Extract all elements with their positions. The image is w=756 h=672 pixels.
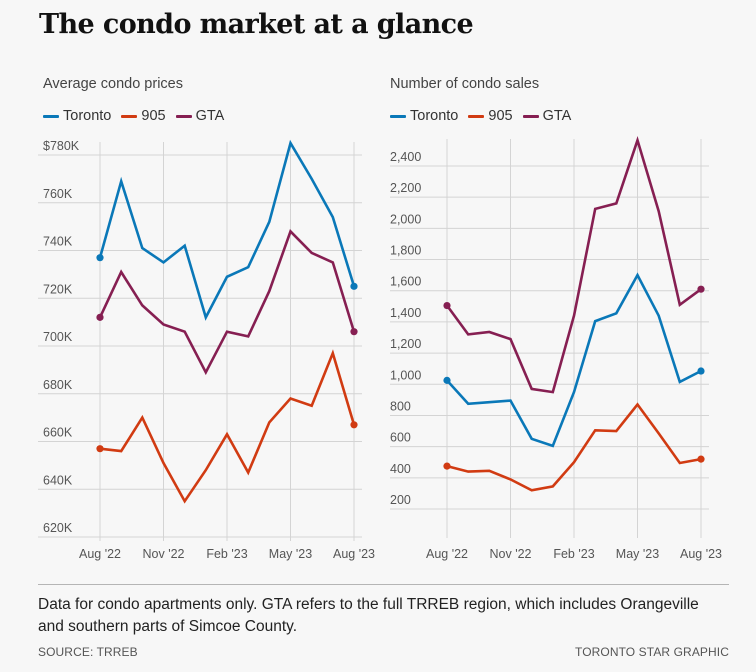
prices-series-905-line — [98, 349, 356, 504]
sales-series-905-endpoint — [697, 455, 705, 463]
prices-y-tick-label: $780K — [43, 139, 80, 153]
sales-x-tick-label: Feb '23 — [553, 547, 594, 561]
sales-series-gta-line — [445, 136, 703, 394]
sales-series-905-line — [445, 402, 703, 492]
page-title: The condo market at a glance — [39, 9, 474, 40]
sales-y-tick-label: 400 — [390, 462, 411, 476]
sales-series-gta-endpoint — [443, 301, 451, 310]
prices-legend: Toronto 905 GTA — [43, 108, 224, 124]
sales-y-tick-label: 1,600 — [390, 275, 421, 289]
prices-x-tick-label: Nov '22 — [143, 547, 185, 561]
sales-y-tick-label: 2,400 — [390, 150, 421, 164]
legend-label: GTA — [195, 108, 225, 124]
sales-y-tick-label: 600 — [390, 431, 411, 445]
prices-y-tick-label: 760K — [43, 187, 73, 201]
prices-y-tick-label: 640K — [43, 473, 73, 487]
legend-item-gta: GTA — [175, 108, 225, 124]
prices-series-toronto-line — [98, 139, 356, 321]
sales-x-tick-label: May '23 — [616, 547, 659, 561]
sales-series-toronto-line — [445, 272, 703, 448]
legend-label: Toronto — [410, 108, 459, 124]
prices-series-gta-endpoint — [96, 313, 104, 321]
prices-x-tick-label: Aug '22 — [79, 547, 121, 561]
sales-y-tick-label: 1,400 — [390, 306, 421, 320]
legend-item-toronto: Toronto — [43, 108, 111, 124]
prices-y-tick-label: 680K — [43, 378, 73, 392]
gta-swatch — [175, 114, 192, 118]
sales-chart-title: Number of condo sales — [390, 76, 540, 92]
gta-swatch — [522, 114, 539, 118]
source-label: SOURCE: TRREB — [38, 645, 138, 659]
legend-label: Toronto — [63, 108, 112, 124]
toronto-swatch — [390, 114, 406, 118]
sales-series-toronto-endpoint — [697, 367, 705, 375]
prices-series-905-endpoint — [96, 445, 104, 453]
legend-label: 905 — [488, 108, 513, 124]
prices-series-905-endpoint — [350, 421, 358, 429]
sales-series-905-endpoint — [443, 462, 451, 470]
905-swatch — [468, 114, 485, 118]
prices-x-tick-label: Feb '23 — [206, 547, 247, 561]
prices-series-toronto-endpoint — [96, 254, 104, 262]
prices-series-toronto-endpoint — [350, 282, 358, 290]
prices-y-tick-label: 660K — [43, 426, 73, 440]
sales-series-toronto-endpoint — [443, 376, 451, 384]
prices-y-tick-label: 700K — [43, 330, 73, 344]
prices-y-tick-label: 720K — [43, 282, 73, 296]
legend-item-toronto: Toronto — [390, 108, 458, 124]
prices-series-gta-line — [98, 229, 356, 376]
footer-divider — [38, 584, 729, 585]
legend-label: 905 — [141, 108, 166, 124]
sales-y-tick-label: 1,800 — [390, 244, 421, 258]
prices-chart-title: Average condo prices — [43, 76, 183, 92]
905-swatch — [121, 114, 138, 118]
prices-series-gta-endpoint — [350, 328, 358, 336]
sales-y-tick-label: 1,000 — [390, 368, 421, 382]
sales-x-tick-label: Nov '22 — [490, 547, 532, 561]
legend-item-905: 905 — [468, 108, 513, 124]
sales-x-tick-label: Aug '22 — [426, 547, 468, 561]
credit-label: TORONTO STAR GRAPHIC — [574, 645, 729, 659]
sales-y-tick-label: 200 — [390, 493, 411, 507]
prices-x-tick-label: May '23 — [269, 547, 312, 561]
sales-legend: Toronto 905 GTA — [390, 108, 571, 124]
sales-series-gta-endpoint — [697, 285, 705, 293]
toronto-swatch — [43, 114, 59, 118]
prices-y-tick-label: 620K — [43, 521, 73, 535]
sales-y-tick-label: 800 — [390, 399, 411, 413]
prices-x-tick-label: Aug '23 — [333, 547, 375, 561]
sales-x-tick-label: Aug '23 — [680, 547, 722, 561]
legend-label: GTA — [542, 108, 572, 124]
sales-y-tick-label: 2,000 — [390, 212, 421, 226]
legend-item-gta: GTA — [522, 108, 572, 124]
sales-y-tick-label: 1,200 — [390, 337, 421, 351]
prices-y-tick-label: 740K — [43, 235, 73, 249]
footnote: Data for condo apartments only. GTA refe… — [38, 596, 699, 635]
sales-y-tick-label: 2,200 — [390, 181, 421, 195]
legend-item-905: 905 — [121, 108, 166, 124]
